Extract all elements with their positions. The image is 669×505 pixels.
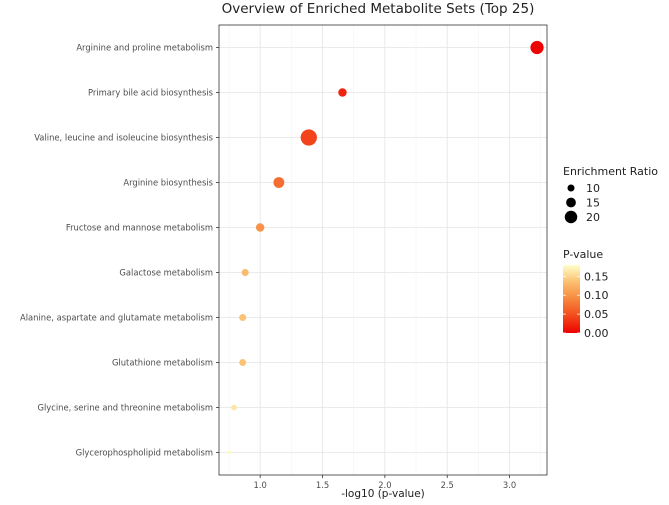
size-legend-key bbox=[567, 184, 575, 192]
y-tick-label: Arginine and proline metabolism bbox=[76, 43, 213, 53]
chart-title: Overview of Enriched Metabolite Sets (To… bbox=[222, 1, 535, 17]
data-point bbox=[239, 359, 247, 366]
y-tick-label: Glutathione metabolism bbox=[112, 358, 213, 368]
size-legend-label: 20 bbox=[586, 211, 600, 224]
data-point bbox=[241, 268, 249, 277]
y-tick-label: Primary bile acid biosynthesis bbox=[88, 88, 213, 98]
plot-panel bbox=[218, 24, 548, 476]
x-axis-ticks: 1.0 1.5 2.0 2.5 3.0 bbox=[253, 475, 516, 490]
data-point bbox=[255, 223, 265, 232]
color-legend: P-value 0.15 0.10 0.05 0.00 bbox=[563, 248, 609, 340]
y-axis-labels: Arginine and proline metabolism Primary b… bbox=[20, 43, 219, 458]
data-points bbox=[226, 40, 544, 455]
data-point bbox=[338, 88, 347, 97]
color-legend-label: 0.00 bbox=[584, 327, 609, 340]
y-tick-label: Valine, leucine and isoleucine biosynthe… bbox=[34, 133, 213, 143]
x-tick-label: 1.5 bbox=[316, 480, 329, 490]
size-legend-title: Enrichment Ratio bbox=[563, 165, 658, 178]
color-legend-label: 0.10 bbox=[584, 289, 609, 302]
x-axis-title: -log10 (p-value) bbox=[341, 488, 425, 500]
y-tick-label: Glycerophospholipid metabolism bbox=[76, 448, 213, 458]
size-legend-key bbox=[566, 197, 576, 208]
data-point bbox=[530, 40, 544, 55]
data-point bbox=[231, 404, 237, 411]
y-tick-label: Glycine, serine and threonine metabolism bbox=[37, 403, 213, 413]
data-point bbox=[300, 129, 317, 146]
y-tick-label: Alanine, aspartate and glutamate metabol… bbox=[20, 313, 213, 323]
y-tick-label: Fructose and mannose metabolism bbox=[66, 223, 213, 233]
data-point bbox=[239, 313, 247, 322]
x-tick-label: 2.5 bbox=[441, 480, 454, 490]
size-legend-key bbox=[564, 210, 578, 224]
color-legend-bar bbox=[563, 265, 580, 333]
color-legend-label: 0.05 bbox=[584, 308, 609, 321]
color-legend-label: 0.15 bbox=[584, 270, 609, 283]
y-tick-label: Galactose metabolism bbox=[119, 268, 213, 278]
data-point bbox=[226, 450, 231, 455]
grid bbox=[219, 25, 547, 475]
size-legend-label: 10 bbox=[586, 182, 600, 195]
x-tick-label: 1.0 bbox=[253, 480, 266, 490]
color-legend-title: P-value bbox=[563, 248, 603, 261]
size-legend-label: 15 bbox=[586, 197, 600, 210]
y-tick-label: Arginine biosynthesis bbox=[123, 178, 213, 188]
x-tick-label: 2.0 bbox=[378, 480, 391, 490]
x-tick-label: 3.0 bbox=[503, 480, 516, 490]
data-point bbox=[273, 177, 285, 188]
